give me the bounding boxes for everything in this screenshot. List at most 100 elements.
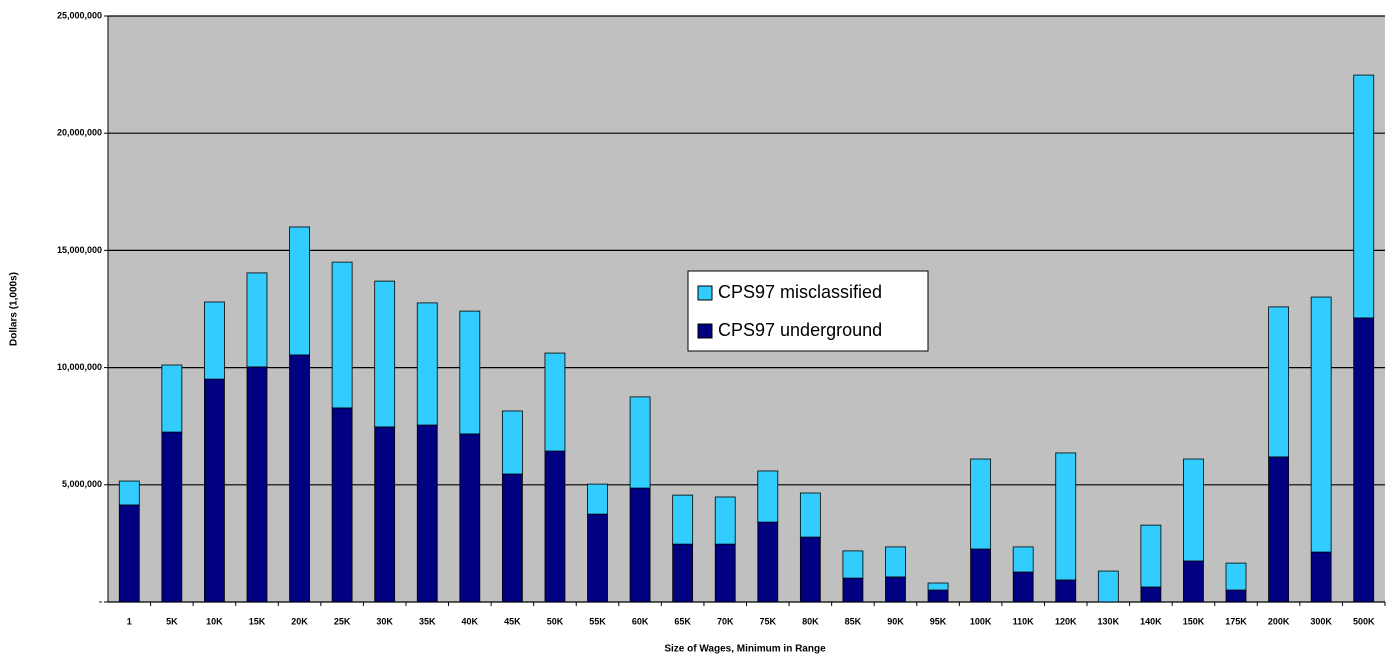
x-tick-label: 175K — [1225, 616, 1247, 626]
bar-segment — [374, 426, 396, 603]
bar-segment — [416, 302, 438, 426]
x-tick-label: 100K — [970, 616, 992, 626]
bar-segment — [1055, 579, 1077, 603]
legend-label: CPS97 misclassified — [718, 282, 882, 302]
bar-segment — [204, 378, 225, 603]
bar-segment — [1225, 562, 1247, 591]
bar-segment — [1353, 74, 1375, 319]
bar-segment — [842, 550, 864, 579]
x-tick-label: 140K — [1140, 616, 1162, 626]
bar-segment — [927, 589, 949, 603]
bar-segment — [246, 272, 268, 368]
y-tick-label: 25,000,000 — [57, 10, 102, 20]
y-tick-label: - — [99, 596, 102, 606]
bar-segment — [1055, 452, 1077, 581]
x-tick-label: 150K — [1183, 616, 1205, 626]
bar-segment — [246, 366, 268, 603]
x-tick-label: 95K — [930, 616, 947, 626]
y-axis-title: Dollars (1,000s) — [9, 272, 20, 346]
bar-segment — [1353, 317, 1375, 603]
bar-segment — [118, 480, 140, 506]
bar-segment — [1183, 458, 1204, 562]
legend-box — [687, 270, 929, 352]
bar-segment — [1183, 560, 1204, 603]
y-tick-label: 15,000,000 — [57, 245, 102, 255]
bar-segment — [1310, 296, 1332, 553]
x-tick-label: 110K — [1013, 616, 1035, 626]
bar-segment — [1140, 586, 1162, 603]
bar-segment — [1225, 589, 1247, 603]
x-tick-label: 300K — [1310, 616, 1332, 626]
legend-swatch — [697, 323, 713, 339]
x-tick-label: 45K — [504, 616, 521, 626]
x-tick-label: 40K — [462, 616, 479, 626]
legend-swatch — [697, 285, 713, 301]
x-tick-label: 10K — [206, 616, 223, 626]
bar-segment — [544, 352, 566, 452]
bar-segment — [885, 546, 906, 578]
bar-segment — [161, 364, 183, 433]
bar-segment — [799, 492, 821, 538]
legend: CPS97 misclassified CPS97 underground — [687, 270, 929, 352]
bar-segment — [501, 410, 523, 475]
x-tick-label: 5K — [166, 616, 178, 626]
bar-segment — [1268, 456, 1289, 603]
bar-segment — [289, 354, 310, 603]
bar-segment — [757, 470, 779, 523]
bar-segment — [714, 496, 736, 545]
bar-segment — [587, 513, 608, 603]
bar-segment — [672, 494, 694, 545]
bar-segment — [714, 543, 736, 603]
bar-segment — [331, 407, 353, 603]
bar-segment — [544, 450, 566, 603]
x-tick-label: 120K — [1055, 616, 1077, 626]
x-tick-label: 80K — [802, 616, 819, 626]
bar-segment — [885, 576, 906, 603]
bar-segment — [970, 548, 992, 603]
x-tick-label: 20K — [291, 616, 308, 626]
bar-segment — [970, 458, 992, 550]
y-tick-label: 20,000,000 — [57, 128, 102, 138]
bar-segment — [799, 536, 821, 603]
bar-segment — [331, 261, 353, 409]
legend-label: CPS97 underground — [718, 320, 882, 340]
bar-segment — [459, 310, 481, 435]
x-tick-label: 35K — [419, 616, 436, 626]
bar-segment — [118, 504, 140, 603]
bar-segment — [161, 431, 183, 603]
x-tick-label: 500K — [1353, 616, 1375, 626]
bar-segment — [204, 301, 225, 380]
x-tick-label: 25K — [334, 616, 351, 626]
x-tick-label: 15K — [249, 616, 266, 626]
bar-segment — [1268, 306, 1289, 458]
bar-segment — [629, 487, 651, 603]
y-tick-label: 5,000,000 — [62, 479, 102, 489]
x-tick-label: 70K — [717, 616, 734, 626]
bar-segment — [629, 396, 651, 489]
x-tick-label: 55K — [589, 616, 606, 626]
bar-segment — [927, 582, 949, 591]
bar-segment — [459, 433, 481, 603]
bar-segment — [672, 543, 694, 603]
bar-segment — [374, 280, 396, 428]
y-tick-label: 10,000,000 — [57, 362, 102, 372]
x-tick-label: 200K — [1268, 616, 1290, 626]
x-tick-label: 90K — [887, 616, 904, 626]
bar-segment — [757, 521, 779, 603]
x-tick-label: 85K — [845, 616, 862, 626]
x-tick-label: 75K — [760, 616, 777, 626]
x-tick-label: 130K — [1098, 616, 1120, 626]
bar-segment — [416, 424, 438, 603]
bar-segment — [1012, 546, 1034, 573]
bar-segment — [289, 226, 310, 356]
x-tick-label: 30K — [376, 616, 393, 626]
x-tick-label: 1 — [127, 616, 132, 626]
x-tick-label: 60K — [632, 616, 649, 626]
bar-segment — [1140, 524, 1162, 588]
bar-segment — [1310, 551, 1332, 603]
bar-segment — [501, 473, 523, 603]
x-tick-label: 65K — [674, 616, 691, 626]
x-axis-title: Size of Wages, Minimum in Range — [664, 644, 826, 655]
bar-segment — [587, 483, 608, 515]
